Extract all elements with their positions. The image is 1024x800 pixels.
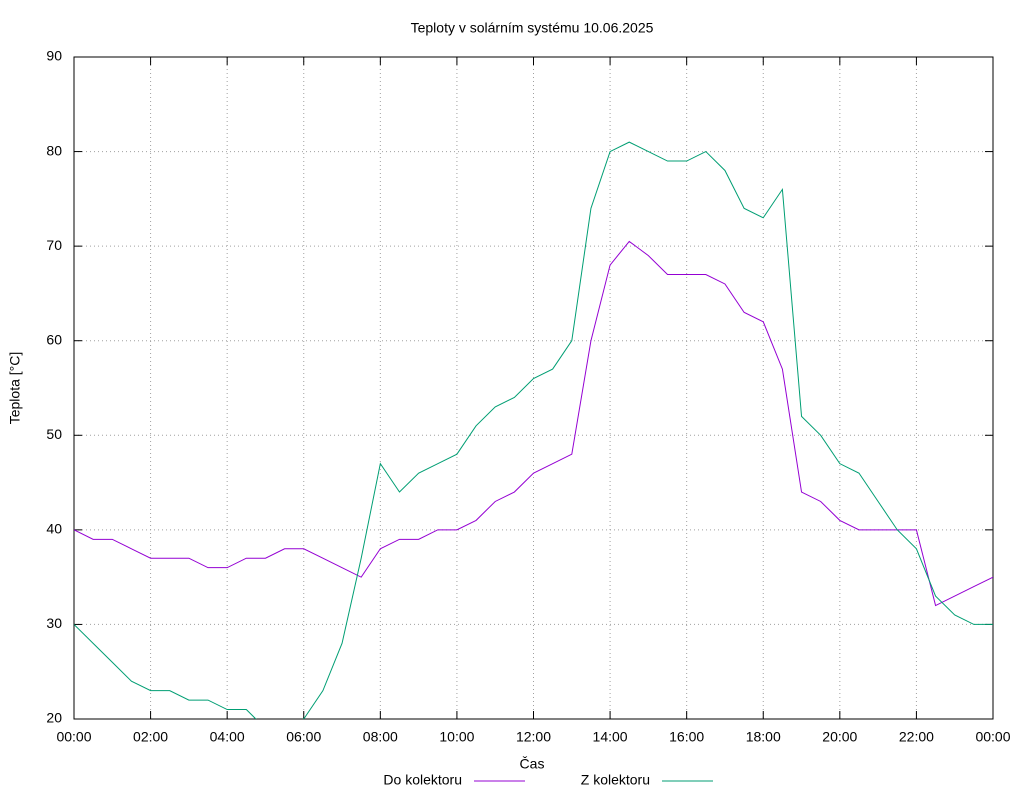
x-tick-label: 18:00 — [746, 729, 781, 745]
x-tick-label: 22:00 — [899, 729, 934, 745]
x-tick-label: 20:00 — [822, 729, 857, 745]
x-tick-label: 04:00 — [210, 729, 245, 745]
x-tick-label: 08:00 — [363, 729, 398, 745]
x-tick-label: 00:00 — [56, 729, 91, 745]
legend-label: Do kolektoru — [383, 772, 462, 788]
x-tick-label: 06:00 — [286, 729, 321, 745]
x-tick-label: 12:00 — [516, 729, 551, 745]
y-tick-label: 60 — [46, 331, 62, 347]
x-tick-label: 10:00 — [439, 729, 474, 745]
y-tick-label: 20 — [46, 710, 62, 726]
y-tick-label: 80 — [46, 142, 62, 158]
x-tick-label: 16:00 — [669, 729, 704, 745]
x-axis-label: Čas — [520, 756, 545, 772]
y-tick-label: 40 — [46, 521, 62, 537]
x-tick-label: 14:00 — [593, 729, 628, 745]
chart-title: Teploty v solárním systému 10.06.2025 — [411, 20, 654, 36]
data-line — [74, 141, 993, 719]
plot-frame — [73, 56, 994, 720]
legend-label: Z kolektoru — [581, 772, 650, 788]
y-axis-label: Teplota [°C] — [7, 352, 23, 425]
x-tick-label: 00:00 — [975, 729, 1010, 745]
data-line — [74, 240, 993, 607]
y-tick-label: 90 — [46, 48, 62, 64]
y-tick-label: 50 — [46, 426, 62, 442]
x-tick-label: 02:00 — [133, 729, 168, 745]
y-tick-label: 30 — [46, 615, 62, 631]
y-tick-label: 70 — [46, 237, 62, 253]
